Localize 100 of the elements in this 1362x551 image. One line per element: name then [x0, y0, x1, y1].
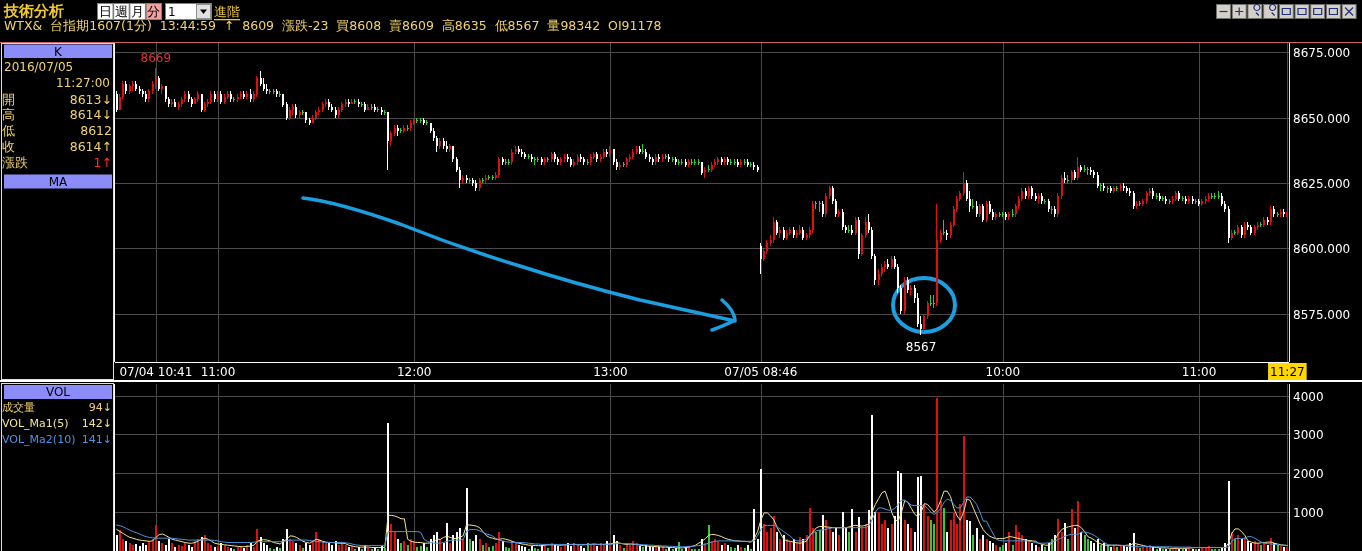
text: 142↓ [81, 416, 112, 430]
legend-title: VOL [45, 385, 71, 399]
text: 技術分析 [3, 2, 64, 20]
bar [508, 547, 510, 551]
candlestick [819, 200, 821, 213]
bar [855, 531, 857, 551]
bar [1084, 535, 1086, 551]
text: 月 [131, 4, 145, 19]
bar [825, 520, 827, 551]
candlestick [930, 294, 932, 307]
bar [619, 545, 621, 551]
bar [776, 531, 778, 551]
candlestick [642, 143, 644, 155]
candlestick [407, 124, 409, 132]
bar [309, 545, 311, 551]
candlestick [933, 294, 935, 309]
bar [884, 519, 886, 551]
bar [446, 523, 448, 551]
bar [848, 531, 850, 551]
x-tick-label: 11:00 [200, 365, 236, 379]
text: 11:27:00 [56, 76, 110, 90]
bar [256, 528, 258, 551]
bar [305, 543, 307, 551]
y-tick-label: 8600.000 [1293, 241, 1351, 256]
candlestick [678, 158, 680, 166]
text: 8614↓ [69, 107, 112, 123]
bar [779, 539, 781, 551]
bar [832, 531, 834, 551]
bar [462, 539, 464, 551]
x-tick-label: 11:27 [1270, 365, 1305, 379]
bar [1250, 543, 1252, 551]
candlestick [927, 300, 929, 320]
candlestick [256, 75, 258, 98]
bar [969, 521, 971, 551]
candlestick [972, 198, 974, 210]
text: 高 [2, 107, 15, 123]
x-tick-label: 13:00 [593, 365, 628, 379]
bar [475, 535, 477, 551]
bar [717, 541, 719, 551]
bar [171, 543, 173, 551]
y-tick-label: 3000 [1293, 427, 1324, 442]
bar [148, 541, 150, 551]
candlestick [825, 192, 827, 218]
bar [174, 547, 176, 551]
x-tick-label: 12:00 [396, 365, 432, 379]
bar [1234, 539, 1236, 551]
text: VOL_Ma1(5) [2, 416, 69, 430]
y-tick-label: 8650.000 [1293, 111, 1351, 126]
bar [210, 545, 212, 551]
bar [1080, 531, 1082, 551]
candlestick [982, 203, 984, 223]
annotation: 8567 [905, 339, 937, 354]
bar [583, 547, 585, 551]
bar [479, 539, 481, 551]
candlestick [691, 158, 693, 166]
bar [936, 397, 938, 551]
bar [1074, 527, 1076, 551]
bar [972, 535, 974, 551]
candlestick [1057, 192, 1059, 218]
bar [416, 547, 418, 551]
bar [907, 523, 909, 551]
text: 成交量 [2, 400, 35, 414]
bar [1067, 539, 1069, 551]
candlestick [279, 90, 281, 98]
bar [502, 541, 504, 551]
bar [842, 512, 844, 551]
bar [466, 488, 468, 551]
bar [963, 436, 965, 551]
bar [1228, 480, 1230, 551]
y-tick-label: 4000 [1293, 389, 1324, 404]
bar [809, 507, 811, 551]
bar [524, 547, 526, 551]
bar [815, 531, 817, 551]
bar [858, 516, 860, 551]
text: 進階 [214, 4, 240, 19]
annotation: 8669 [140, 50, 172, 65]
bar [188, 545, 190, 551]
bar [119, 529, 121, 551]
bar [1071, 509, 1073, 551]
y-tick-label: 2000 [1293, 466, 1324, 481]
bar [390, 523, 392, 551]
text: 8612 [80, 123, 112, 139]
text: 收 [2, 138, 15, 154]
bar [900, 472, 902, 551]
bar [829, 527, 831, 551]
bar [959, 504, 961, 551]
bar [966, 519, 968, 551]
bar [397, 539, 399, 551]
bar [897, 471, 899, 551]
candlestick [963, 171, 965, 197]
bar [181, 546, 183, 551]
text: 漲跌 [2, 154, 28, 170]
bar [129, 543, 131, 551]
bar [145, 545, 147, 551]
bar [407, 545, 409, 551]
x-tick-label: 07/04 10:41 [119, 365, 193, 379]
bar [394, 531, 396, 551]
bar [430, 539, 432, 551]
bar [488, 547, 490, 551]
bar [923, 504, 925, 551]
